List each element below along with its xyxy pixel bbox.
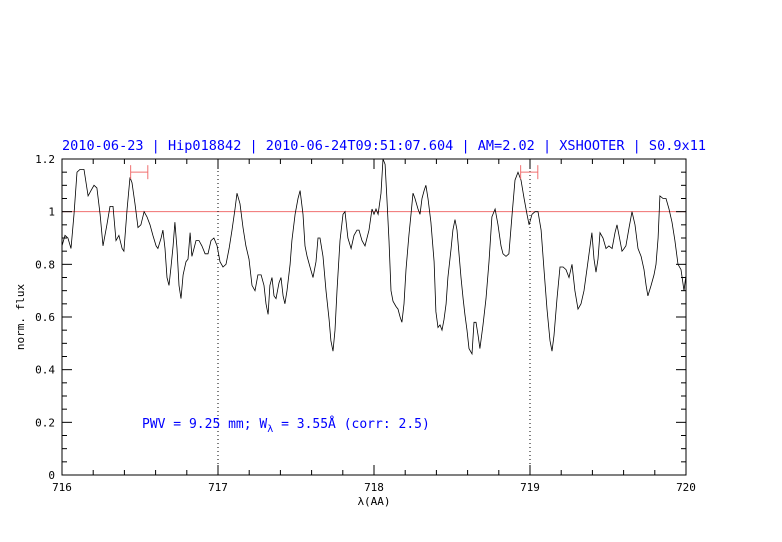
x-tick-label: 717 (208, 481, 228, 494)
y-tick-label: 1.2 (35, 153, 55, 166)
annotation-text-rest: = 3.55Å (corr: 2.5) (273, 416, 430, 432)
x-tick-label: 720 (676, 481, 696, 494)
x-tick-label: 718 (364, 481, 384, 494)
y-tick-label: 0.6 (35, 311, 55, 324)
annotation-subscript: λ (267, 424, 273, 435)
x-axis-label: λ(AA) (357, 495, 390, 508)
chart-title: 2010-06-23 | Hip018842 | 2010-06-24T09:5… (62, 139, 706, 154)
y-tick-label: 1 (48, 206, 55, 219)
annotation-text: PWV = 9.25 mm; W (142, 417, 267, 432)
y-tick-label: 0.4 (35, 364, 55, 377)
y-tick-label: 0.2 (35, 416, 55, 429)
spectrum-line (61, 158, 687, 356)
x-tick-label: 716 (52, 481, 72, 494)
annotation: PWV = 9.25 mm; Wλ = 3.55Å (corr: 2.5) (142, 416, 430, 435)
y-tick-label: 0.8 (35, 258, 55, 271)
y-axis-label: norm. flux (14, 284, 27, 351)
x-tick-label: 719 (520, 481, 540, 494)
plot-area: 716 717 718 719 720 0 0.2 0.4 0.6 0.8 1 1.2 (35, 153, 696, 494)
y-tick-label: 0 (48, 469, 55, 482)
